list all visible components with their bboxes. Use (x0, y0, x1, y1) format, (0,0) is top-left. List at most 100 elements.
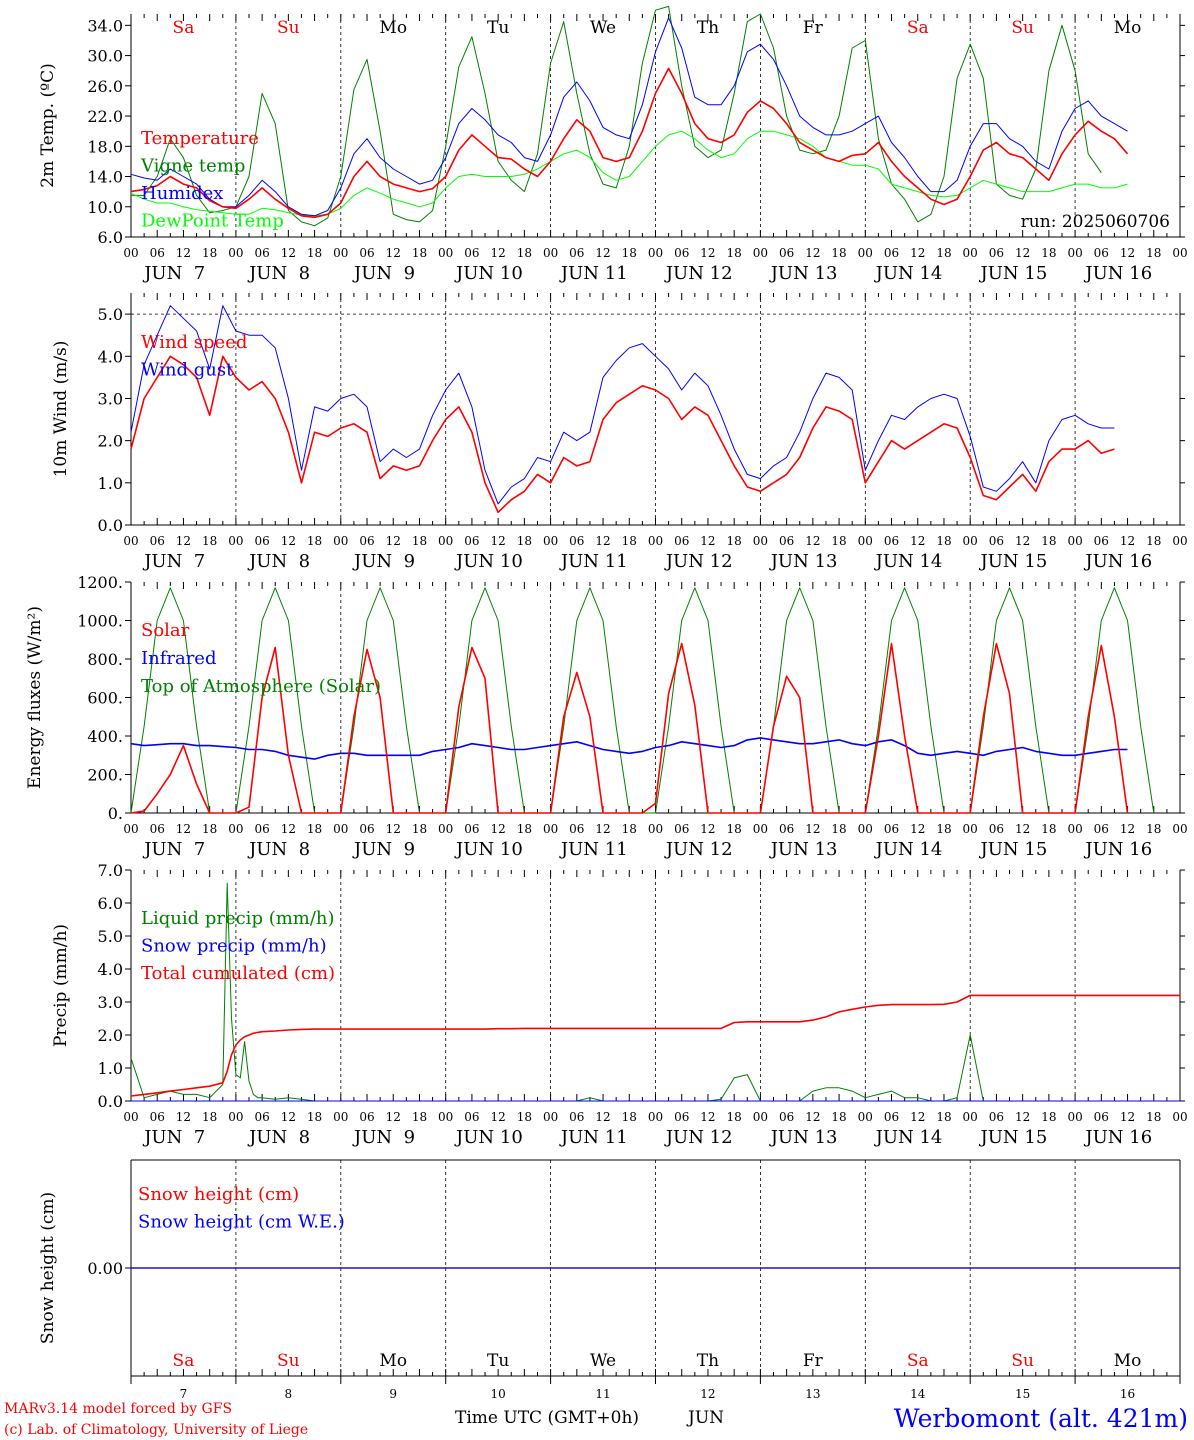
day-name: Tu (487, 1351, 509, 1371)
hour-tick-label: 06 (569, 822, 584, 836)
series-top-of-atmosphere-solar (130, 587, 1155, 814)
legend-entry: Humidex (141, 183, 223, 204)
y-tick-label: 2.0 (98, 432, 123, 451)
hour-tick-label: 12 (910, 822, 925, 836)
hour-tick-label: 00 (123, 1110, 138, 1124)
hour-tick-label: 06 (254, 246, 269, 260)
legend-entry: Wind speed (141, 332, 247, 353)
hour-tick-label: 12 (1015, 534, 1030, 548)
day-number: 9 (389, 1387, 397, 1401)
hour-tick-label: 06 (1094, 822, 1109, 836)
hour-tick-label: 12 (1120, 1110, 1135, 1124)
hour-tick-label: 12 (386, 1110, 401, 1124)
date-label: JUN 11 (559, 551, 628, 572)
hour-tick-label: 00 (1172, 534, 1187, 548)
y-tick-label: 1.0 (98, 474, 123, 493)
y-tick-label: 600. (87, 689, 123, 708)
station-title: Werbomont (alt. 421m) (894, 1404, 1188, 1433)
hour-tick-label: 06 (254, 822, 269, 836)
hour-tick-label: 06 (989, 822, 1004, 836)
hour-tick-label: 06 (674, 1110, 689, 1124)
hour-tick-label: 06 (150, 246, 165, 260)
hour-tick-label: 12 (805, 246, 820, 260)
hour-tick-label: 06 (884, 534, 899, 548)
hour-tick-label: 00 (963, 822, 978, 836)
hour-tick-label: 12 (1015, 822, 1030, 836)
hour-tick-label: 18 (1146, 534, 1161, 548)
hour-tick-label: 06 (569, 1110, 584, 1124)
y-tick-label: 14.0 (87, 168, 123, 187)
legend-entry: Wind gust (141, 360, 234, 381)
hour-tick-label: 18 (622, 246, 637, 260)
hour-tick-label: 18 (936, 246, 951, 260)
hour-tick-label: 12 (805, 822, 820, 836)
panel-temperature: 6.0 10.0 14.0 18.0 22.0 26.0 30.0 34.0 2m Temp. … (38, 5, 1188, 284)
day-name: Mo (379, 1351, 407, 1371)
hour-tick-label: 12 (910, 246, 925, 260)
hour-tick-label: 12 (595, 822, 610, 836)
date-label: JUN 14 (874, 1127, 943, 1148)
day-name: Mo (1114, 1351, 1142, 1371)
day-number: 13 (805, 1387, 820, 1401)
hour-tick-label: 06 (464, 822, 479, 836)
date-label: JUN 9 (352, 1127, 415, 1148)
y-tick-label: 1.0 (98, 1059, 123, 1078)
hour-tick-label: 18 (517, 534, 532, 548)
hour-tick-label: 00 (1067, 534, 1082, 548)
date-label: JUN 7 (142, 839, 205, 860)
date-label: JUN 14 (874, 263, 943, 284)
hour-tick-label: 12 (700, 1110, 715, 1124)
hour-tick-label: 06 (254, 1110, 269, 1124)
hour-tick-label: 00 (543, 534, 558, 548)
hour-tick-label: 12 (491, 1110, 506, 1124)
hour-tick-label: 06 (779, 1110, 794, 1124)
date-label: JUN 14 (874, 551, 943, 572)
hour-tick-label: 00 (753, 534, 768, 548)
legend-entry: Snow height (cm W.E.) (138, 1212, 345, 1233)
hour-tick-label: 00 (333, 534, 348, 548)
hour-tick-label: 00 (648, 246, 663, 260)
hour-tick-label: 12 (595, 1110, 610, 1124)
hour-tick-label: 18 (1041, 1110, 1056, 1124)
hour-tick-label: 06 (359, 1110, 374, 1124)
hour-tick-label: 06 (359, 822, 374, 836)
hour-tick-label: 00 (333, 1110, 348, 1124)
hour-tick-label: 00 (648, 822, 663, 836)
day-name: Sa (173, 18, 195, 38)
hour-tick-label: 12 (1015, 246, 1030, 260)
hour-tick-label: 00 (1067, 822, 1082, 836)
hour-tick-label: 12 (910, 534, 925, 548)
hour-tick-label: 00 (963, 1110, 978, 1124)
hour-tick-label: 18 (412, 1110, 427, 1124)
hour-tick-label: 00 (858, 1110, 873, 1124)
hour-tick-label: 18 (202, 822, 217, 836)
hour-tick-label: 18 (727, 1110, 742, 1124)
legend-entry: Snow height (cm) (138, 1184, 299, 1205)
hour-tick-label: 12 (1120, 246, 1135, 260)
series-wind-gust (130, 305, 1115, 505)
hour-tick-label: 06 (359, 534, 374, 548)
day-number: 7 (180, 1387, 188, 1401)
hour-tick-label: 12 (386, 822, 401, 836)
hour-tick-label: 06 (989, 1110, 1004, 1124)
hour-tick-label: 18 (1146, 1110, 1161, 1124)
hour-tick-label: 06 (884, 246, 899, 260)
hour-tick-label: 06 (989, 534, 1004, 548)
panel-energy: 0. 200. 400. 600. 800. 1000. 1200. Energy fluxe… (25, 573, 1188, 860)
legend-entry: Total cumulated (cm) (141, 963, 335, 984)
hour-tick-label: 00 (228, 534, 243, 548)
hour-tick-label: 00 (963, 534, 978, 548)
day-name: Sa (173, 1351, 195, 1371)
date-label: JUN 9 (352, 263, 415, 284)
date-label: JUN 15 (979, 263, 1048, 284)
hour-tick-label: 00 (858, 534, 873, 548)
date-label: JUN 16 (1083, 263, 1152, 284)
hour-tick-label: 06 (464, 1110, 479, 1124)
hour-tick-label: 12 (595, 534, 610, 548)
date-label: JUN 11 (559, 263, 628, 284)
y-tick-label: 200. (87, 766, 123, 785)
date-label: JUN 13 (769, 839, 838, 860)
y-tick-label: 6.0 (98, 894, 123, 913)
hour-tick-label: 18 (517, 1110, 532, 1124)
day-number: 11 (595, 1387, 610, 1401)
